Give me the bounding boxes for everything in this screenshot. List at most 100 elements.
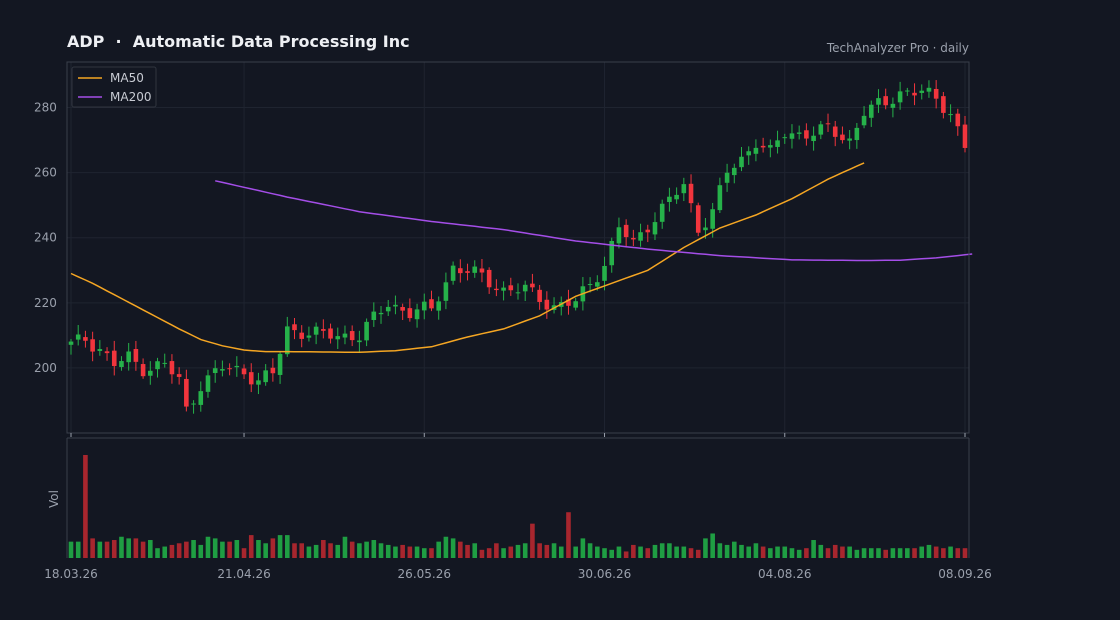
volume-bar: [566, 512, 571, 558]
candle-body: [731, 167, 737, 176]
candle-body: [429, 299, 434, 309]
volume-bar: [429, 548, 434, 558]
candle-body: [883, 96, 888, 106]
candle-body: [270, 367, 276, 374]
volume-bar: [104, 541, 110, 558]
volume-bar: [407, 546, 413, 558]
volume-bar: [335, 544, 341, 558]
ma-line-ma200: [215, 180, 973, 262]
volume-bar: [169, 544, 175, 558]
volume-bar: [508, 546, 514, 558]
candle-body: [284, 326, 290, 355]
volume-bar: [220, 541, 225, 558]
candle-body: [148, 370, 153, 376]
volume-bar: [284, 535, 290, 558]
candle-body: [234, 365, 240, 368]
candle-body: [277, 353, 283, 375]
volume-bar: [746, 546, 752, 558]
volume-bar: [667, 543, 672, 558]
volume-bar: [486, 548, 492, 558]
volume-bar: [753, 543, 759, 558]
candle-body: [623, 224, 629, 238]
candle-body: [688, 183, 694, 204]
candle-body: [530, 283, 535, 288]
volume-bar: [645, 548, 651, 558]
candle-body: [364, 321, 369, 341]
volume-bar: [414, 546, 420, 558]
candle-body: [876, 98, 881, 105]
candle-body: [796, 132, 802, 134]
candle-body: [176, 374, 182, 377]
candle-body: [385, 306, 391, 312]
volume-bar: [832, 544, 838, 558]
volume-bar: [796, 549, 802, 558]
volume-bar: [191, 540, 196, 558]
volume-bar: [270, 538, 276, 558]
volume-bar: [724, 544, 730, 558]
volume-bar: [926, 544, 932, 558]
candle-body: [659, 203, 665, 222]
candle-body: [335, 336, 341, 340]
candle-body: [840, 134, 845, 141]
volume-bar: [212, 538, 218, 558]
candle-body: [292, 324, 297, 331]
price-grid: 200 220 240 260 280: [34, 62, 969, 433]
volume-bar: [768, 548, 773, 558]
volume-bar: [198, 544, 204, 558]
candle-body: [962, 124, 968, 148]
volume-bar: [674, 546, 679, 558]
candle-body: [256, 380, 261, 385]
candle-body: [342, 333, 348, 338]
candle-body: [768, 145, 773, 148]
volume-bar: [905, 548, 910, 558]
volume-bar: [133, 538, 139, 558]
volume-bar: [919, 546, 925, 558]
volume-bar: [638, 546, 643, 558]
candle-body: [68, 341, 74, 345]
candle-body: [90, 339, 95, 352]
candle-body: [861, 115, 867, 126]
volume-bar: [83, 455, 88, 558]
volume-bar: [688, 548, 694, 558]
x-tick-label: 21.04.26: [217, 567, 270, 581]
candle-body: [393, 304, 398, 307]
volume-bar: [631, 544, 636, 558]
volume-bar: [494, 543, 499, 558]
volume-bar: [652, 544, 658, 558]
candle-body: [616, 227, 622, 244]
candle-body: [169, 361, 175, 375]
candle-body: [515, 292, 521, 294]
candle-body: [652, 222, 658, 235]
candle-body: [811, 135, 816, 142]
volume-bar: [825, 548, 831, 558]
candle-body: [97, 349, 103, 351]
volume-bar: [155, 548, 160, 558]
volume-bar: [760, 546, 766, 558]
volume-bar: [248, 535, 254, 558]
candle-body: [760, 145, 766, 148]
candle-body: [782, 137, 788, 139]
volume-bar: [602, 548, 607, 558]
volume-bar: [710, 533, 715, 558]
volume-bar: [328, 543, 333, 558]
volume-bar: [443, 536, 449, 558]
volume-bar: [184, 541, 189, 558]
volume-axis-label: Vol: [47, 490, 61, 508]
candle-body: [919, 90, 925, 93]
candle-body: [868, 104, 874, 118]
volume-bar: [587, 543, 593, 558]
candle-body: [407, 308, 413, 319]
volume-bar: [371, 540, 377, 558]
candle-body: [126, 351, 131, 363]
candle-body: [184, 378, 189, 407]
candle-body: [436, 301, 441, 311]
volume-bar: [378, 543, 384, 558]
candle-body: [566, 299, 571, 306]
volume-bar: [119, 536, 124, 558]
volume-bar: [479, 549, 485, 558]
volume-bar: [717, 543, 723, 558]
volume-bar: [595, 546, 600, 558]
volume-bar: [162, 546, 168, 558]
volume-bar: [840, 546, 845, 558]
